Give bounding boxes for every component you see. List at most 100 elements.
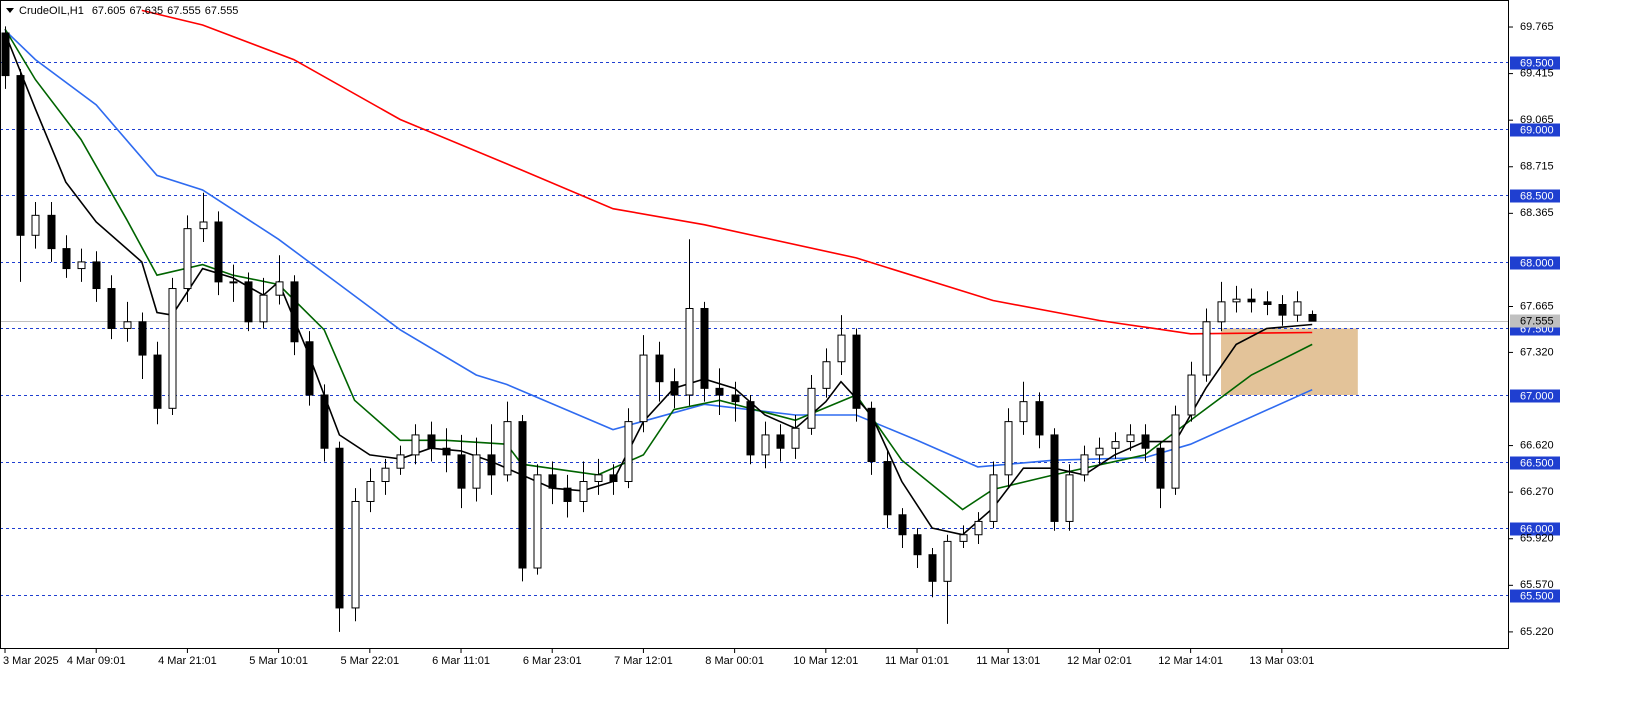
level-label-box <box>1510 589 1560 603</box>
candle-body <box>776 434 785 449</box>
zone <box>1221 328 1358 396</box>
y-tick-label: 69.765 <box>1520 21 1554 33</box>
candle-body <box>366 481 375 502</box>
candle-body <box>1126 434 1135 443</box>
y-tick-label: 68.715 <box>1520 161 1554 173</box>
candle-body <box>1308 313 1317 322</box>
x-tick-label: 11 Mar 01:01 <box>885 655 949 667</box>
x-tick-label: 5 Mar 10:01 <box>249 655 308 667</box>
candle-body <box>305 341 314 396</box>
candle-body <box>989 474 998 522</box>
candle-body <box>670 381 679 396</box>
candle-body <box>609 474 618 483</box>
candle-body <box>883 461 892 516</box>
level-label-box <box>1510 56 1560 70</box>
candle-body <box>214 221 223 283</box>
candle-body <box>1080 454 1089 476</box>
candle-body <box>700 307 709 389</box>
y-tick-label: 66.620 <box>1520 439 1554 451</box>
candle-body <box>685 307 694 396</box>
candle-body <box>548 474 557 489</box>
candle-body <box>579 481 588 502</box>
candle-body <box>913 534 922 556</box>
header-text: 67.555 <box>205 5 239 17</box>
candle-body <box>351 500 360 609</box>
candle-body <box>1171 414 1180 489</box>
candle-body <box>31 214 40 236</box>
level-label: 69.000 <box>1520 124 1554 136</box>
candle-body <box>1187 374 1196 416</box>
level-label: 69.500 <box>1520 57 1554 69</box>
x-tick-label: 7 Mar 12:01 <box>614 655 673 667</box>
candle-body <box>123 321 132 329</box>
y-tick-label: 65.920 <box>1520 533 1554 545</box>
candle-body <box>807 387 816 429</box>
x-tick-label: 12 Mar 14:01 <box>1158 655 1223 667</box>
candle-body <box>639 354 648 423</box>
level-label: 66.500 <box>1520 457 1554 469</box>
x-tick-label: 4 Mar 09:01 <box>67 655 126 667</box>
level-label: 68.500 <box>1520 190 1554 202</box>
header-text: 67.605 <box>92 5 126 17</box>
candle-body <box>153 354 162 409</box>
level-label: 68.000 <box>1520 257 1554 269</box>
level-label: 66.000 <box>1520 523 1554 535</box>
y-tick-label: 67.320 <box>1520 346 1554 358</box>
candle-body <box>1004 421 1013 476</box>
y-tick-label: 66.270 <box>1520 486 1554 498</box>
candle-body <box>244 281 253 323</box>
candle-body <box>1019 401 1028 423</box>
x-tick-label: 4 Mar 21:01 <box>158 655 217 667</box>
x-tick-label: 11 Mar 13:01 <box>976 655 1040 667</box>
candle-body <box>1263 301 1272 306</box>
y-tick-label: 69.415 <box>1520 68 1554 80</box>
candle-body <box>518 421 527 569</box>
candle-body <box>1202 321 1211 376</box>
candle-body <box>1 32 10 77</box>
candle-body <box>457 454 466 489</box>
candle-body <box>16 75 25 236</box>
candle-body <box>1065 474 1074 522</box>
candle-body <box>867 407 876 463</box>
x-tick-label: 6 Mar 23:01 <box>523 655 582 667</box>
y-tick-label: 68.365 <box>1520 207 1554 219</box>
last-price-box <box>1510 314 1560 328</box>
candle-body <box>1095 447 1104 456</box>
moving-average <box>141 9 1313 335</box>
candle-body <box>1035 401 1044 436</box>
y-tick-label: 69.065 <box>1520 114 1554 126</box>
candle-body <box>1217 301 1226 323</box>
candle-body <box>928 554 937 582</box>
candle-body <box>275 281 284 296</box>
candle-body <box>320 394 329 449</box>
header: CrudeOIL,H1 67.605 67.635 67.555 67.555 <box>19 5 238 17</box>
candle-body <box>898 514 907 536</box>
candle-body <box>533 474 542 569</box>
candle-body <box>381 467 390 483</box>
header-text: CrudeOIL,H1 <box>19 5 84 17</box>
moving-average <box>4 28 1313 511</box>
level-label-box <box>1510 522 1560 536</box>
candle-body <box>791 427 800 449</box>
candle-body <box>411 434 420 456</box>
candle-body <box>1232 298 1241 303</box>
candle-body <box>959 534 968 542</box>
candle-body <box>199 221 208 230</box>
candle-body <box>731 394 740 403</box>
last-price-label: 67.555 <box>1520 315 1554 327</box>
candle-body <box>487 454 496 476</box>
candle-body <box>1278 304 1287 316</box>
candle-body <box>943 540 952 582</box>
header-text: 67.635 <box>129 5 163 17</box>
candle-body <box>290 281 299 343</box>
candle-body <box>837 334 846 363</box>
candle-body <box>624 421 633 483</box>
candle-body <box>62 248 71 270</box>
candle-body <box>1050 434 1059 522</box>
level-label-box <box>1510 189 1560 203</box>
x-tick-label: 12 Mar 02:01 <box>1067 655 1132 667</box>
menu-arrow[interactable] <box>6 8 14 13</box>
candle-body <box>746 401 755 456</box>
